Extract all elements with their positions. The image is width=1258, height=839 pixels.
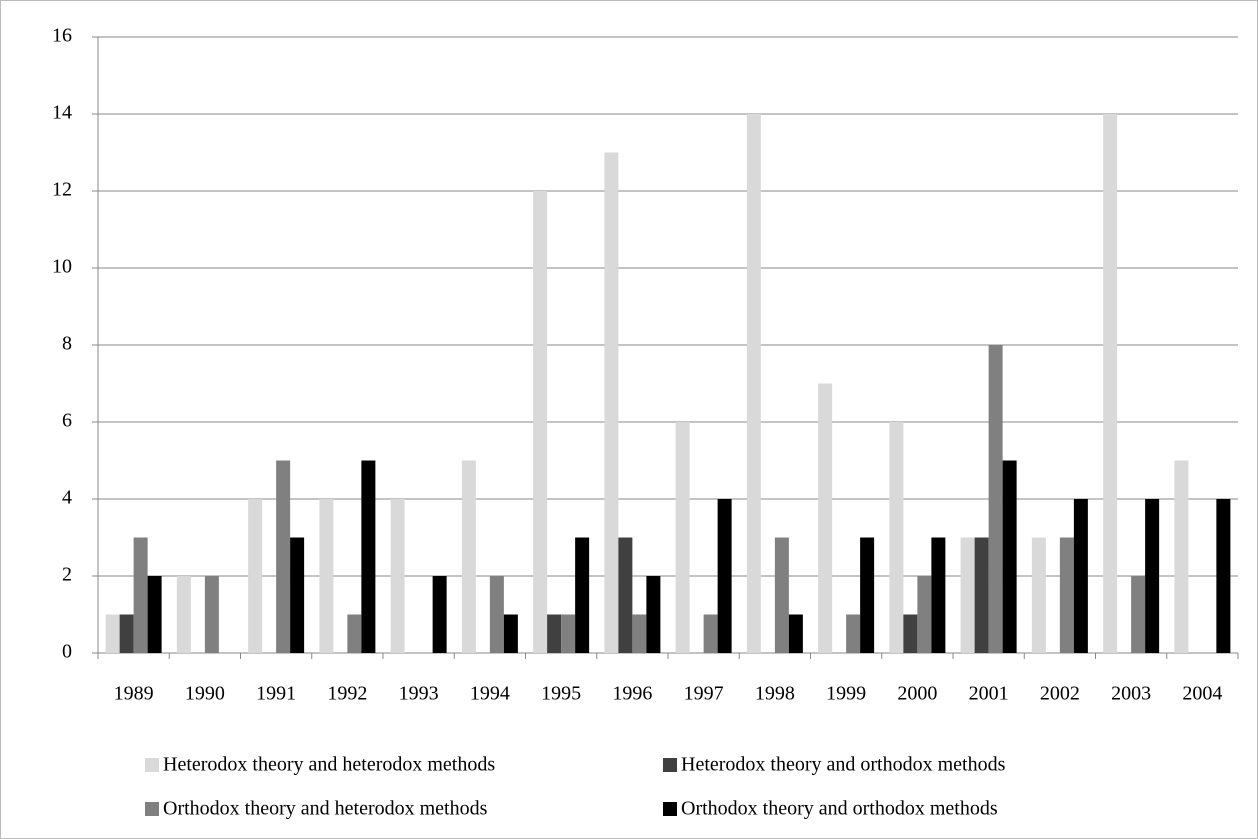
legend-label: Heterodox theory and heterodox methods bbox=[163, 754, 495, 776]
bar bbox=[889, 422, 904, 653]
bar bbox=[632, 614, 647, 653]
y-tick-label: 0 bbox=[62, 641, 72, 663]
x-tick-label: 2002 bbox=[1040, 683, 1080, 705]
y-tick-label: 12 bbox=[52, 179, 72, 201]
bar bbox=[319, 499, 334, 653]
bar bbox=[1216, 499, 1231, 653]
y-tick-label: 6 bbox=[62, 410, 72, 432]
bar bbox=[988, 345, 1003, 653]
bar bbox=[717, 499, 732, 653]
x-tick-label: 1991 bbox=[256, 683, 296, 705]
legend-label: Orthodox theory and orthodox methods bbox=[681, 798, 998, 820]
bar bbox=[646, 576, 661, 653]
bar bbox=[675, 422, 690, 653]
legend-swatch bbox=[145, 802, 159, 816]
bar bbox=[248, 499, 263, 653]
bar bbox=[290, 537, 305, 653]
x-tick-label: 1994 bbox=[470, 683, 510, 705]
bar bbox=[119, 614, 134, 653]
bar bbox=[361, 460, 376, 653]
x-tick-label: 2001 bbox=[969, 683, 1009, 705]
bar bbox=[774, 537, 789, 653]
bar bbox=[176, 576, 191, 653]
x-tick-label: 2000 bbox=[897, 683, 937, 705]
bar bbox=[561, 614, 576, 653]
bar bbox=[618, 537, 633, 653]
bar bbox=[1031, 537, 1046, 653]
bar bbox=[432, 576, 447, 653]
bar bbox=[105, 614, 120, 653]
bar bbox=[503, 614, 518, 653]
bar bbox=[974, 537, 989, 653]
legend-swatch bbox=[663, 758, 677, 772]
bar bbox=[133, 537, 148, 653]
legend-swatch bbox=[145, 758, 159, 772]
x-tick-label: 1999 bbox=[826, 683, 866, 705]
bar bbox=[846, 614, 861, 653]
bar bbox=[575, 537, 590, 653]
bar bbox=[917, 576, 932, 653]
bar bbox=[276, 460, 291, 653]
x-tick-label: 2004 bbox=[1182, 683, 1222, 705]
bar bbox=[1103, 114, 1118, 653]
bar bbox=[818, 383, 833, 653]
x-tick-label: 1995 bbox=[541, 683, 581, 705]
x-tick-label: 1997 bbox=[684, 683, 724, 705]
bar bbox=[547, 614, 562, 653]
bar bbox=[390, 499, 405, 653]
bar bbox=[960, 537, 975, 653]
legend-label: Heterodox theory and orthodox methods bbox=[681, 754, 1006, 776]
bar bbox=[204, 576, 219, 653]
x-tick-label: 2003 bbox=[1111, 683, 1151, 705]
bar bbox=[1145, 499, 1160, 653]
bar bbox=[604, 152, 619, 653]
bar bbox=[1174, 460, 1189, 653]
y-tick-label: 14 bbox=[52, 102, 72, 124]
x-tick-label: 1989 bbox=[114, 683, 154, 705]
bar bbox=[1131, 576, 1146, 653]
bar bbox=[347, 614, 362, 653]
x-tick-label: 1998 bbox=[755, 683, 795, 705]
x-tick-label: 1990 bbox=[185, 683, 225, 705]
bar bbox=[461, 460, 476, 653]
bar bbox=[489, 576, 504, 653]
bar bbox=[1073, 499, 1088, 653]
x-tick-label: 1992 bbox=[327, 683, 367, 705]
bar bbox=[533, 191, 548, 653]
bar bbox=[746, 114, 761, 653]
bar bbox=[860, 537, 875, 653]
y-tick-label: 2 bbox=[62, 564, 72, 586]
legend-swatch bbox=[663, 802, 677, 816]
bar bbox=[788, 614, 803, 653]
y-tick-label: 8 bbox=[62, 333, 72, 355]
y-tick-label: 4 bbox=[62, 487, 72, 509]
bar bbox=[703, 614, 718, 653]
x-tick-label: 1996 bbox=[612, 683, 652, 705]
y-tick-label: 16 bbox=[52, 25, 72, 47]
bar bbox=[1059, 537, 1074, 653]
y-tick-label: 10 bbox=[52, 256, 72, 278]
bar bbox=[1002, 460, 1017, 653]
x-tick-label: 1993 bbox=[399, 683, 439, 705]
bar bbox=[147, 576, 162, 653]
legend-label: Orthodox theory and heterodox methods bbox=[163, 798, 488, 820]
bar bbox=[931, 537, 946, 653]
bar bbox=[903, 614, 918, 653]
